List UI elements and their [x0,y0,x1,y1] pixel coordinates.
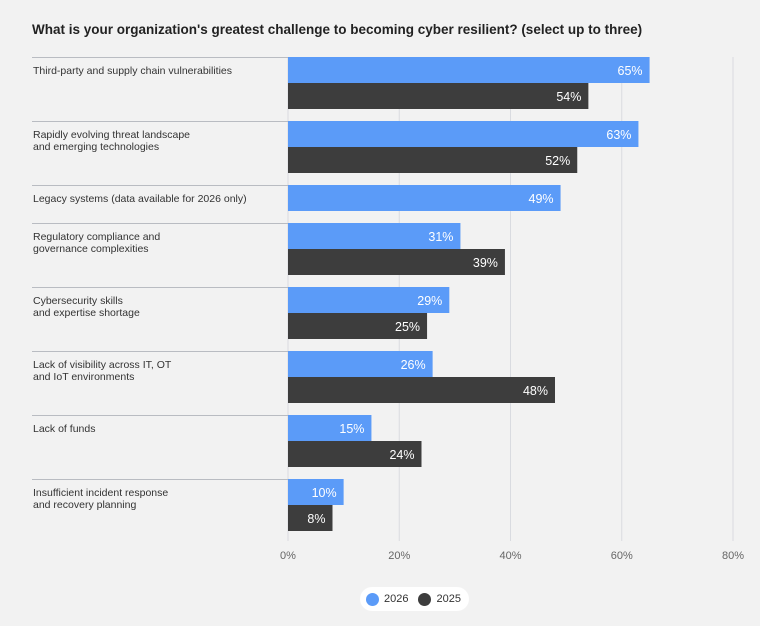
category-label-line: and recovery planning [33,499,136,511]
x-tick-label-60: 60% [611,550,633,562]
category-label-line: Lack of funds [33,423,95,435]
category-label-line: Legacy systems (data available for 2026 … [33,193,247,205]
x-tick-label-40: 40% [499,550,521,562]
bar-2026-6 [288,415,372,441]
data-label-2025-0: 54% [556,90,581,104]
category-label: Lack of visibility across IT, OT and IoT … [33,359,172,383]
x-tick-label-0: 0% [280,550,296,562]
category-label: Insufficient incident response and recove… [33,487,168,511]
legend-swatch-2025 [418,592,432,606]
category-label-line: governance complexities [33,243,149,255]
legend-label-2026: 2026 [384,593,409,605]
x-tick-label-80: 80% [722,550,744,562]
legend-item-2025[interactable]: 2025 [418,592,461,606]
category-label-line: Cybersecurity skills [33,295,123,307]
bar-2026-1 [288,121,639,147]
category-label-line: Insufficient incident response [33,487,168,499]
category-label-line: Lack of visibility across IT, OT [33,359,172,371]
legend: 2026 2025 [360,587,469,611]
category-label-line: and expertise shortage [33,307,140,319]
bar-2025-3 [288,249,505,275]
category-label: Regulatory compliance and governance comp… [33,231,160,255]
bar-2026-2 [288,185,561,211]
category-label: Rapidly evolving threat landscape and eme… [33,129,190,153]
bar-2026-4 [288,287,450,313]
chart-title: What is your organization's greatest cha… [32,22,643,37]
data-label-2025-4: 25% [395,320,420,334]
data-label-2025-5: 48% [523,384,548,398]
data-label-2026-7: 10% [312,486,337,500]
category-label: Legacy systems (data available for 2026 … [33,193,247,205]
data-label-2025-6: 24% [389,448,414,462]
bar-2025-7 [288,505,333,531]
bar-2026-3 [288,223,461,249]
data-label-2026-3: 31% [428,230,453,244]
bar-2026-5 [288,351,433,377]
bar-2026-7 [288,479,344,505]
legend-item-2026[interactable]: 2026 [366,592,409,606]
category-label-line: Third-party and supply chain vulnerabili… [33,65,232,77]
legend-swatch-2026 [366,592,379,606]
data-label-2025-1: 52% [545,154,570,168]
bar-2025-6 [288,441,422,467]
bar-2025-1 [288,147,578,173]
bar-2025-4 [288,313,428,339]
category-label-line: and emerging technologies [33,141,159,153]
data-label-2025-3: 39% [473,256,498,270]
category-label: Lack of funds [33,423,95,435]
data-label-2025-7: 8% [307,512,325,526]
data-label-2026-0: 65% [618,64,643,78]
data-label-2026-2: 49% [529,192,554,206]
data-label-2026-6: 15% [339,422,364,436]
bar-2026-0 [288,57,650,83]
legend-label-2025: 2025 [436,593,461,605]
category-label-line: Rapidly evolving threat landscape [33,129,190,141]
category-label-line: Regulatory compliance and [33,231,160,243]
data-label-2026-5: 26% [401,358,426,372]
category-label: Cybersecurity skills and expertise shorta… [33,295,140,319]
category-label: Third-party and supply chain vulnerabili… [33,65,232,77]
category-label-line: and IoT environments [33,371,134,383]
bar-2025-0 [288,83,589,109]
data-label-2026-1: 63% [606,128,631,142]
x-tick-label-20: 20% [388,550,410,562]
bar-2025-5 [288,377,555,403]
data-label-2026-4: 29% [417,294,442,308]
